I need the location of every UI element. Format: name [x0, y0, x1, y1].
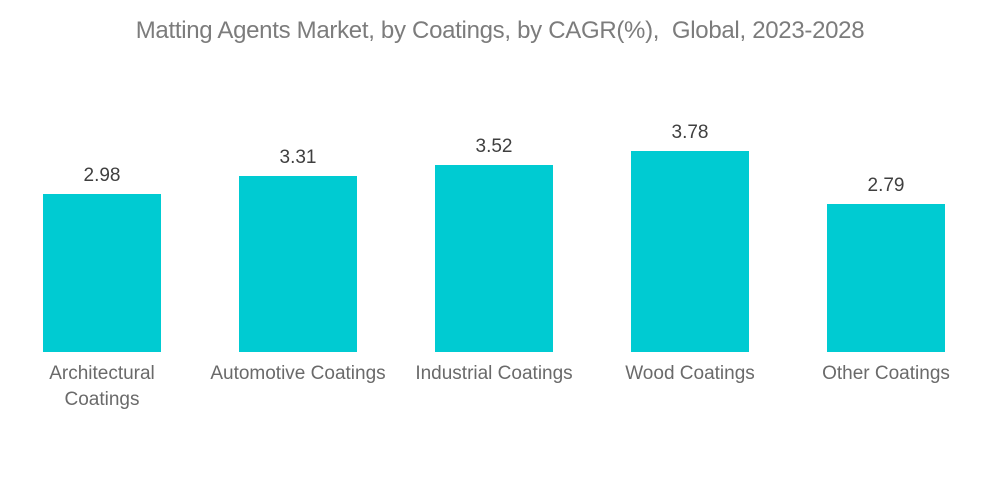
bar-value-label: 2.79	[867, 174, 905, 196]
bar-column: 2.98 Architectural Coatings	[4, 0, 200, 504]
bar-value-label: 2.98	[83, 164, 121, 186]
category-label: Automotive Coatings	[210, 361, 385, 387]
bar	[827, 203, 945, 352]
bar-area: 3.52	[396, 0, 592, 352]
bar-column: 3.31 Automotive Coatings	[200, 0, 396, 504]
bar-area: 2.98	[4, 0, 200, 352]
bar-area: 3.78	[592, 0, 788, 352]
bar	[43, 193, 161, 352]
bar-chart: 2.98 Architectural Coatings 3.31 Automotive…	[4, 0, 984, 504]
chart-title: Matting Agents Market, by Coatings, by C…	[135, 17, 865, 44]
category-label: Industrial Coatings	[415, 361, 572, 387]
bar-value-label: 3.52	[475, 135, 513, 157]
category-label-text: Wood Coatings	[625, 363, 755, 384]
bar	[631, 150, 749, 352]
category-label-text: Architectural Coatings	[49, 363, 155, 410]
category-label: Other Coatings	[822, 361, 950, 387]
category-label: Wood Coatings	[625, 361, 755, 387]
bar-column: 2.79 Other Coatings	[788, 0, 984, 504]
bar-column: 3.78 Wood Coatings	[592, 0, 788, 504]
bar-value-label: 3.31	[279, 146, 317, 168]
bar	[239, 175, 357, 352]
category-label-text: Automotive Coatings	[210, 363, 386, 384]
category-label-text: Other Coatings	[822, 363, 950, 384]
bar	[435, 164, 553, 352]
bar-area: 2.79	[788, 0, 984, 352]
bar-value-label: 3.78	[671, 121, 709, 143]
category-label: Architectural Coatings	[13, 361, 191, 413]
category-label-text: Industrial Coatings	[415, 363, 573, 384]
bar-area: 3.31	[200, 0, 396, 352]
bar-column: 3.52 Industrial Coatings	[396, 0, 592, 504]
